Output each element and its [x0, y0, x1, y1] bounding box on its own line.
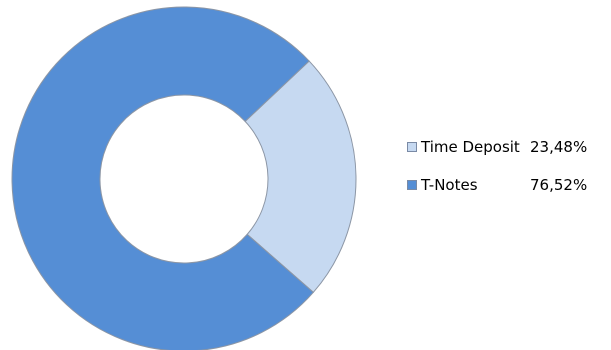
legend-label-time-deposit: Time Deposit: [421, 138, 520, 156]
legend-swatch-t-notes: [407, 180, 417, 190]
legend: Time Deposit 23,48% T-Notes 76,52%: [407, 138, 607, 214]
legend-swatch-time-deposit: [407, 142, 417, 152]
donut-plot: [11, 6, 357, 350]
legend-item-t-notes: T-Notes 76,52%: [407, 176, 607, 196]
donut-slice-time-deposit: [244, 60, 357, 294]
donut-slice-t-notes: [11, 6, 315, 350]
legend-label-t-notes: T-Notes: [421, 176, 478, 194]
legend-value-time-deposit: 23,48%: [530, 138, 588, 156]
legend-value-t-notes: 76,52%: [530, 176, 588, 194]
legend-item-time-deposit: Time Deposit 23,48%: [407, 138, 607, 158]
